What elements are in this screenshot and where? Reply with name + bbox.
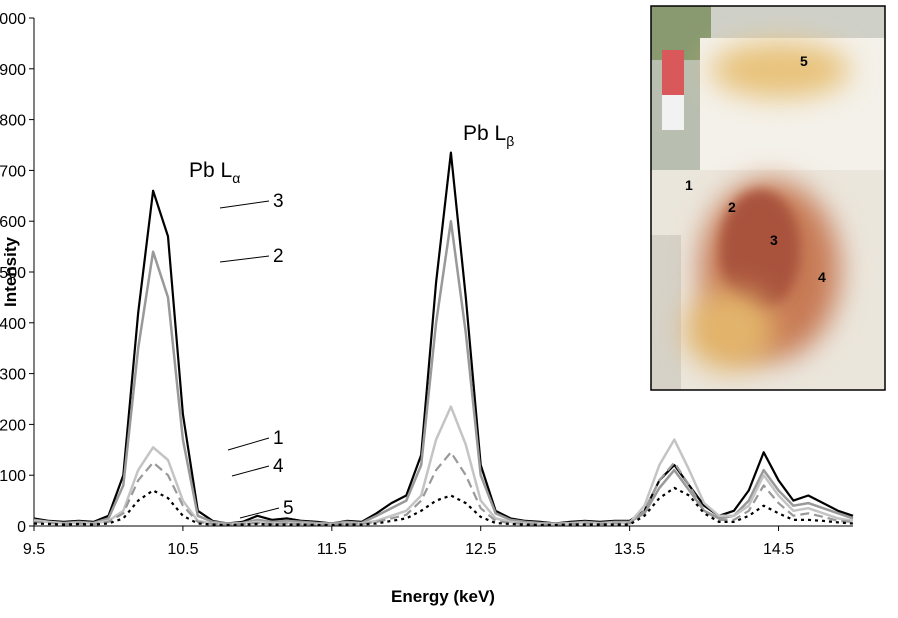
series-label: 4 [273, 456, 284, 477]
series-line [33, 405, 854, 526]
y-tick-label: 200 [0, 417, 26, 434]
inset-label: 4 [818, 269, 826, 285]
y-tick-label: 700 [0, 163, 26, 180]
inset-frame [650, 5, 886, 391]
series-line [33, 486, 854, 527]
y-tick-label: 800 [0, 113, 26, 130]
series-label: 3 [273, 191, 284, 212]
y-tick-label: 400 [0, 316, 26, 333]
y-tick-label: 0 [17, 519, 26, 536]
label-leader [219, 200, 270, 209]
label-leader [231, 465, 270, 477]
peak-annotation: Pb Lβ [463, 122, 514, 149]
x-tick-label: 9.5 [23, 541, 45, 558]
label-leader [227, 437, 270, 451]
annotation-text: Pb L [463, 122, 506, 145]
y-tick-label: 100 [0, 468, 26, 485]
x-tick-label: 12.5 [465, 541, 496, 558]
annotation-subscript: α [232, 170, 240, 186]
series-line [33, 451, 854, 526]
series-label: 2 [273, 246, 284, 267]
peak-annotation: Pb Lα [189, 159, 240, 186]
y-tick-label: 900 [0, 62, 26, 79]
inset-label: 3 [770, 232, 778, 248]
annotation-text: Pb L [189, 159, 232, 182]
inset-label: 5 [800, 53, 808, 69]
y-axis-label: Intensity [1, 237, 20, 307]
y-tick-label: 1000 [0, 11, 26, 28]
series-line [33, 219, 854, 525]
inset-label: 2 [728, 199, 736, 215]
y-tick-label: 300 [0, 367, 26, 384]
label-leader [219, 255, 270, 263]
label-leader [239, 507, 280, 519]
x-tick-label: 13.5 [614, 541, 645, 558]
inset-label: 1 [685, 177, 693, 193]
x-tick-label: 10.5 [167, 541, 198, 558]
series-label: 5 [283, 498, 294, 519]
series-label: 1 [273, 428, 284, 449]
x-axis-label: Energy (keV) [391, 587, 495, 606]
x-tick-label: 11.5 [317, 541, 347, 558]
x-tick-label: 14.5 [763, 541, 794, 558]
y-tick-label: 600 [0, 214, 26, 231]
inset-photo [651, 6, 885, 390]
y-tick-label: 500 [0, 265, 26, 282]
annotation-subscript: β [506, 133, 514, 149]
